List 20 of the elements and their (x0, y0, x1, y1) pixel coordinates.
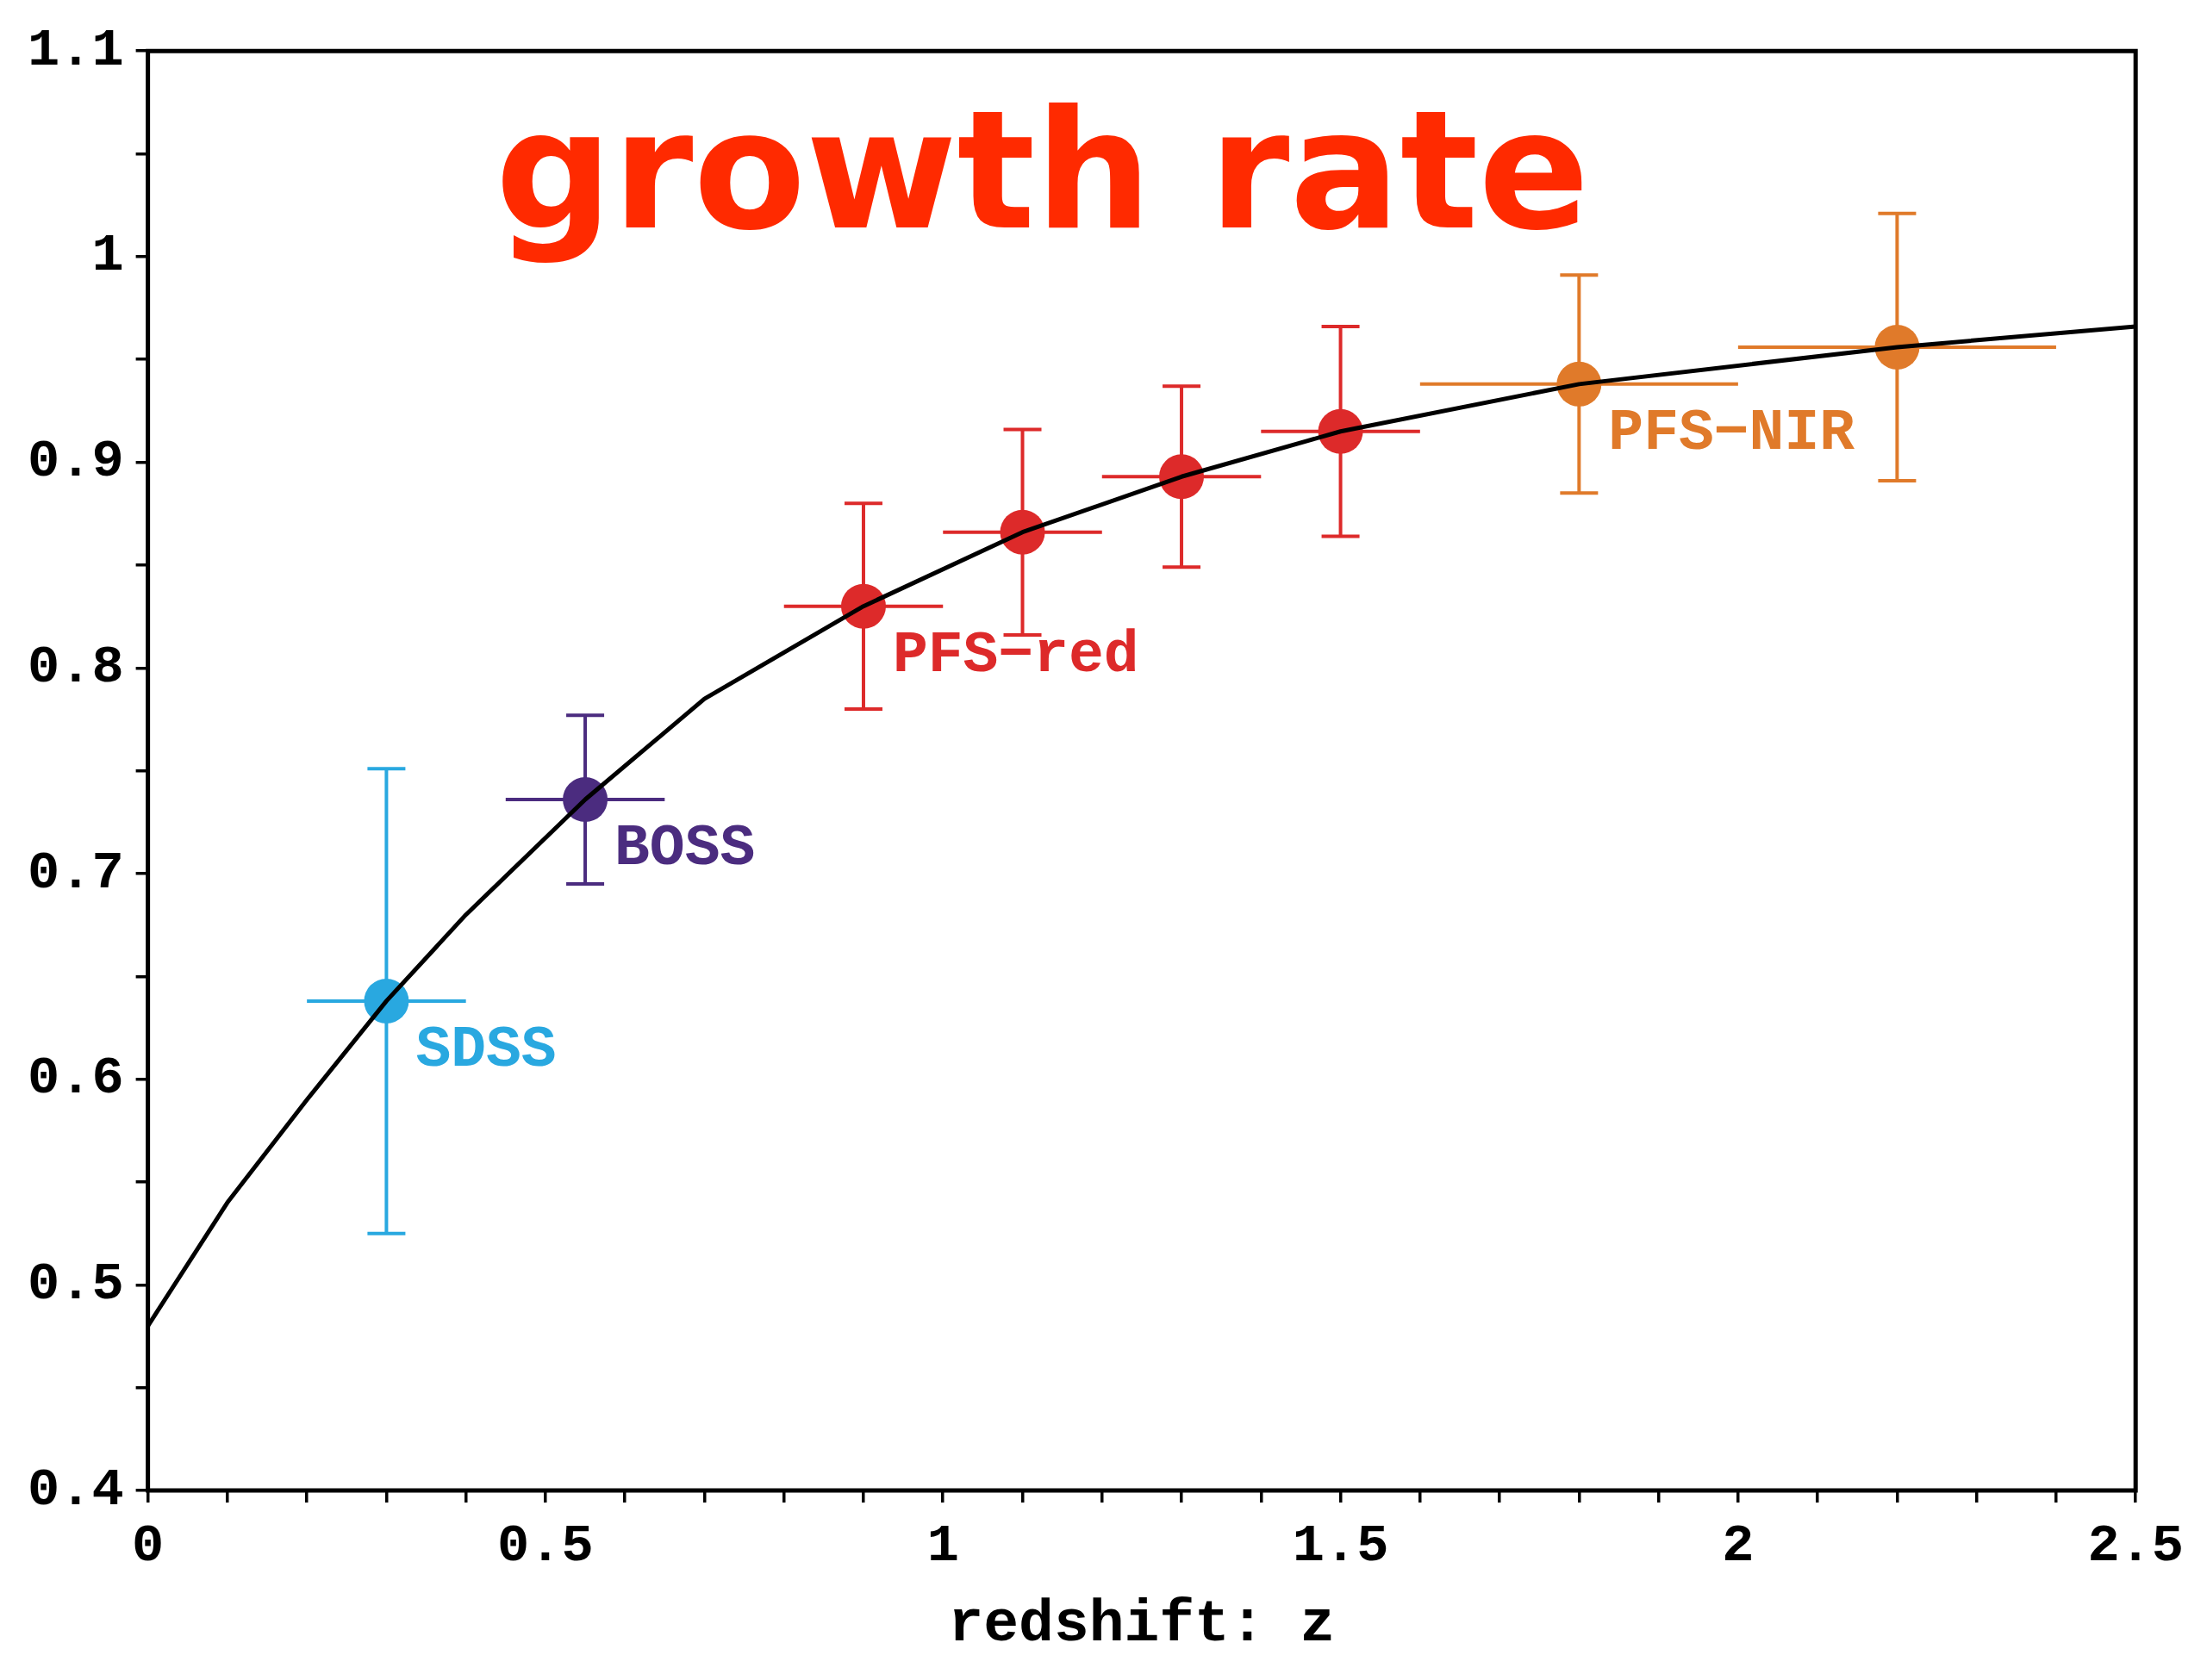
y-tick-label: 0.9 (27, 431, 124, 493)
series-label: PFS−NIR (1608, 400, 1855, 466)
x-tick-label: 2 (1722, 1515, 1755, 1577)
x-tick-label: 0 (132, 1515, 165, 1577)
series-label: SDSS (415, 1017, 557, 1084)
series-label: BOSS (614, 815, 756, 882)
y-tick-label: 0.8 (27, 636, 124, 698)
y-tick-label: 0.7 (27, 842, 124, 904)
y-tick-label: 1.1 (27, 19, 124, 81)
series-label: PFS−red (892, 621, 1139, 688)
y-tick-label: 0.5 (27, 1253, 124, 1315)
x-axis-title: redshift: z (948, 1591, 1336, 1658)
chart-title: growth rate (495, 75, 1590, 266)
x-tick-label: 1 (926, 1515, 959, 1577)
y-tick-label: 1 (91, 225, 124, 287)
x-tick-label: 1.5 (1292, 1515, 1389, 1577)
x-tick-label: 2.5 (2087, 1515, 2184, 1577)
y-tick-label: 0.4 (27, 1459, 124, 1521)
y-tick-label: 0.6 (27, 1048, 124, 1110)
x-tick-label: 0.5 (497, 1515, 594, 1577)
